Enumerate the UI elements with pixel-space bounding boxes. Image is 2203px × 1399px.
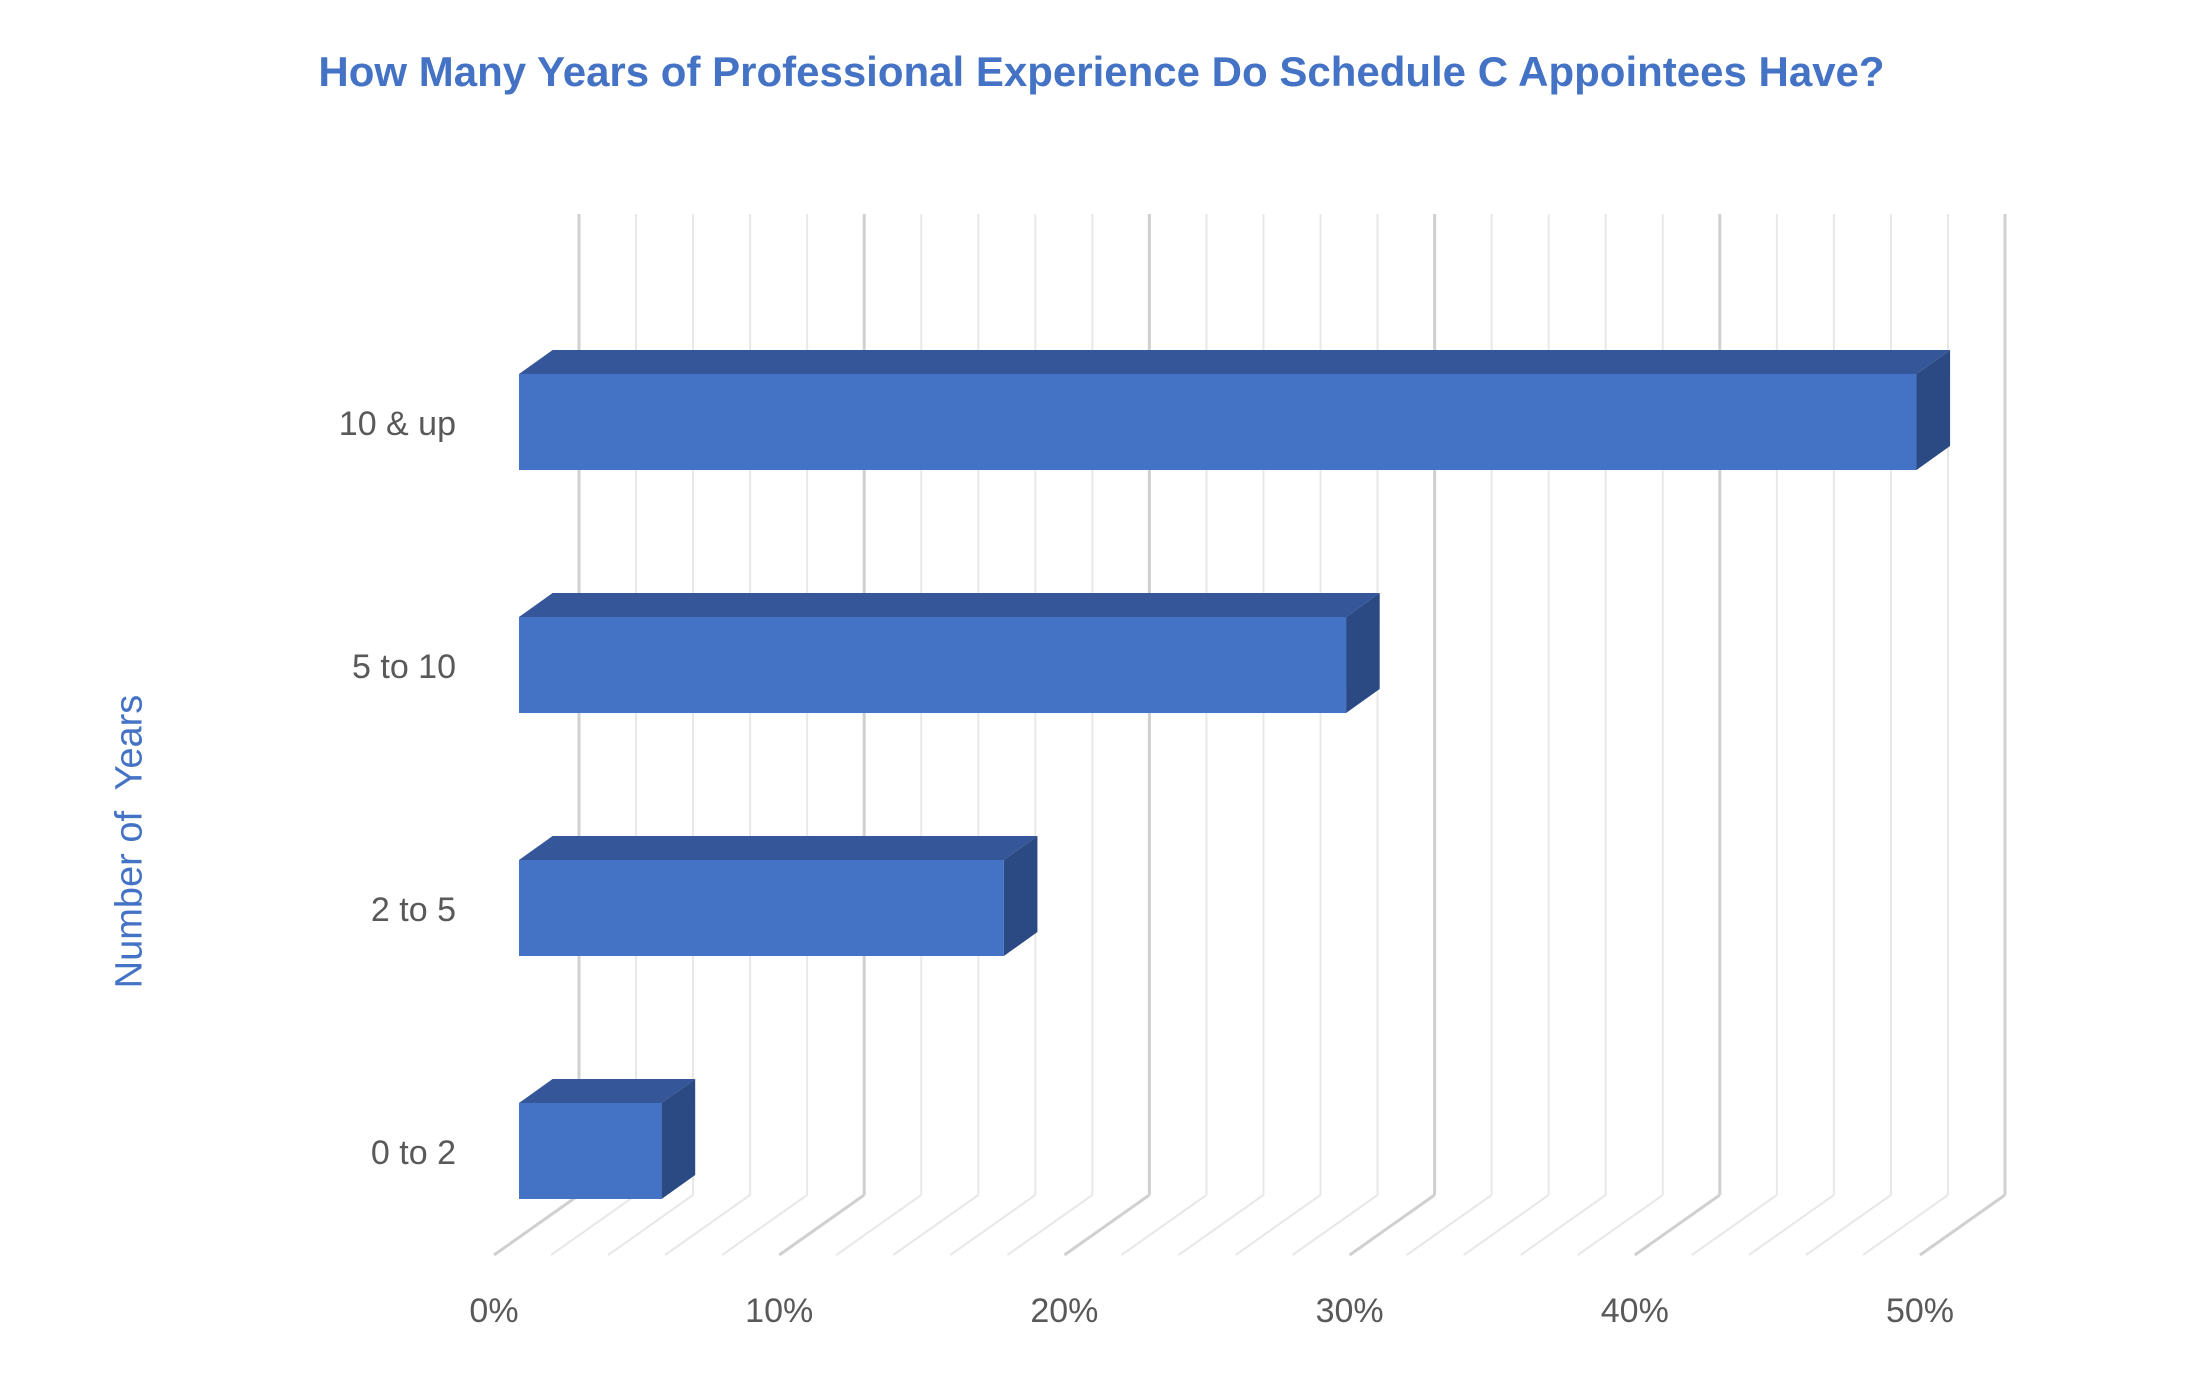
chart-title: How Many Years of Professional Experienc…	[318, 48, 1885, 95]
x-tick-label: 30%	[1316, 1292, 1384, 1330]
bar-top-face	[519, 836, 1038, 860]
bar	[519, 593, 1380, 713]
floor-gridline	[835, 1194, 922, 1256]
floor-gridline	[778, 1193, 866, 1257]
x-tick-labels: 0% 10% 20% 30% 40% 50%	[469, 1292, 1954, 1330]
x-tick-label: 0%	[469, 1292, 518, 1330]
bar-front-face	[519, 374, 1917, 470]
bar-front-face	[519, 617, 1347, 713]
bar	[519, 836, 1038, 956]
floor-gridline	[1748, 1194, 1835, 1256]
floor-gridline	[1291, 1194, 1379, 1256]
y-category-labels: 0 to 2 2 to 5 5 to 10 10 & up	[339, 405, 456, 1172]
floor-gridline	[949, 1194, 1036, 1256]
floor-gridline	[550, 1194, 637, 1256]
floor-gridline	[892, 1194, 979, 1256]
floor-gridline	[1120, 1194, 1208, 1256]
floor-gridline	[1805, 1194, 1892, 1256]
floor-gridline	[1577, 1194, 1664, 1256]
floor-gridline	[1234, 1194, 1322, 1256]
floor-gridline	[1862, 1194, 1949, 1256]
bar	[519, 1079, 696, 1199]
floor-gridline	[607, 1194, 694, 1256]
bar-front-face	[519, 1103, 662, 1199]
bar-front-face	[519, 860, 1004, 956]
floor-gridline	[1919, 1193, 2006, 1257]
floor-gridline	[1463, 1194, 1550, 1256]
y-category-label: 5 to 10	[352, 648, 456, 686]
bar-side-face	[1003, 836, 1038, 956]
bars	[519, 350, 1951, 1199]
floor-gridline	[1520, 1194, 1607, 1256]
bar	[519, 350, 1951, 470]
floor-gridline	[1633, 1193, 1721, 1257]
x-tick-label: 40%	[1601, 1292, 1669, 1330]
floor-gridline	[1177, 1194, 1265, 1256]
floor-gridline	[493, 1193, 580, 1257]
floor-gridline	[1406, 1194, 1493, 1256]
y-category-label: 10 & up	[339, 405, 456, 443]
bar-top-face	[519, 350, 1951, 374]
bar-side-face	[1346, 593, 1380, 713]
floor-gridline	[664, 1194, 751, 1256]
bar-side-face	[1916, 350, 1951, 470]
floor-gridline	[721, 1194, 808, 1256]
floor-gridline	[1691, 1194, 1778, 1256]
bar-top-face	[519, 1079, 696, 1103]
floor-gridline	[1063, 1193, 1151, 1257]
x-tick-label: 10%	[745, 1292, 813, 1330]
bar-top-face	[519, 593, 1380, 617]
x-tick-label: 50%	[1886, 1292, 1954, 1330]
floor-gridline	[1006, 1194, 1093, 1256]
y-category-label: 2 to 5	[371, 891, 456, 929]
bar-side-face	[661, 1079, 696, 1199]
y-category-label: 0 to 2	[371, 1134, 456, 1172]
floor-gridline	[1348, 1193, 1436, 1257]
x-tick-label: 20%	[1030, 1292, 1098, 1330]
